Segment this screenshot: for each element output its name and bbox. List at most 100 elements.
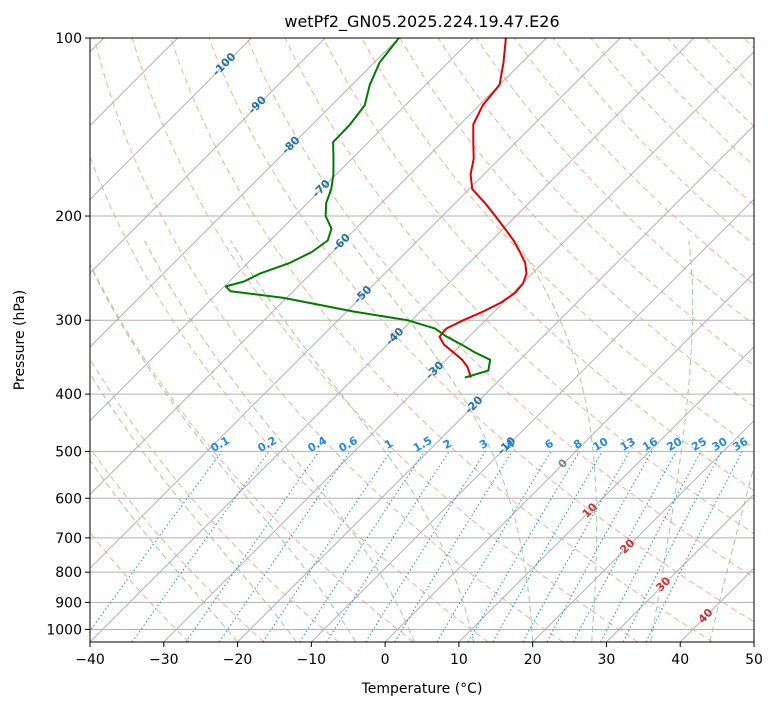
dry-adiabat bbox=[208, 38, 754, 623]
dry-adiabat bbox=[284, 38, 754, 535]
isotherm-line bbox=[753, 641, 754, 642]
x-tick-label: 10 bbox=[450, 652, 468, 668]
dry-adiabat bbox=[628, 38, 754, 167]
isotherm-label: -100 bbox=[210, 50, 239, 79]
isotherm-line bbox=[90, 38, 326, 274]
moist-adiabat bbox=[349, 240, 534, 642]
dry-adiabat bbox=[705, 38, 754, 89]
plot-frame bbox=[89, 37, 755, 643]
isotherm-line bbox=[90, 38, 695, 642]
isotherms bbox=[90, 38, 754, 642]
y-tick-label: 100 bbox=[55, 31, 82, 47]
dry-adiabat bbox=[322, 38, 754, 492]
dry-adiabat bbox=[552, 38, 754, 246]
mixing-ratio-line bbox=[365, 451, 486, 642]
x-tick-label: −30 bbox=[149, 652, 179, 668]
isotherm-line bbox=[679, 567, 754, 642]
dry-adiabat bbox=[743, 38, 754, 49]
dry-adiabat bbox=[90, 446, 265, 642]
moist-adiabat bbox=[90, 264, 357, 642]
mixing-ratio-line bbox=[546, 451, 653, 642]
y-tick-label: 600 bbox=[55, 491, 82, 507]
x-tick-label: 50 bbox=[745, 652, 763, 668]
dry-adiabat bbox=[514, 38, 754, 286]
mixing-ratio-line bbox=[262, 451, 392, 642]
isotherm-label: 40 bbox=[696, 606, 716, 626]
y-tick-label: 200 bbox=[55, 209, 82, 225]
moist-adiabat bbox=[90, 372, 297, 642]
mixing-ratio-line bbox=[218, 451, 351, 642]
x-tick-label: 30 bbox=[598, 652, 616, 668]
mixing-ratio-line bbox=[131, 451, 270, 642]
x-tick-label: −40 bbox=[75, 652, 105, 668]
y-tick-label: 800 bbox=[55, 565, 82, 581]
pressure-gridlines bbox=[90, 38, 754, 630]
isotherm-line bbox=[163, 51, 754, 642]
moist-adiabat bbox=[144, 240, 416, 642]
temperature-profile-line bbox=[438, 38, 528, 378]
x-tick-label: −10 bbox=[297, 652, 327, 668]
y-axis: 100 200 300 400 500 600 700 800 900 1000 bbox=[46, 31, 90, 638]
mixing-ratio-line bbox=[90, 451, 223, 632]
sounding-series bbox=[224, 38, 528, 379]
dewpoint-profile-line bbox=[224, 38, 492, 379]
y-tick-label: 700 bbox=[55, 531, 82, 547]
y-axis-title: Pressure (hPa) bbox=[12, 290, 28, 390]
moist-adiabat bbox=[650, 240, 694, 642]
x-tick-label: 20 bbox=[524, 652, 542, 668]
chart-title: wetPf2_GN05.2025.224.19.47.E26 bbox=[284, 12, 559, 32]
mixing-ratio-line bbox=[522, 451, 631, 642]
mixing-ratio-line bbox=[467, 451, 581, 642]
mixing-ratio-line bbox=[299, 451, 425, 642]
y-tick-label: 400 bbox=[55, 387, 82, 403]
isotherm-line bbox=[384, 272, 754, 642]
x-axis: −40 −30 −20 −10 0 10 20 30 40 50 bbox=[75, 642, 763, 668]
mixing-ratio-line bbox=[573, 451, 677, 642]
x-tick-label: −20 bbox=[223, 652, 253, 668]
mixing-ratio-label: 2 bbox=[441, 437, 454, 452]
y-tick-label: 900 bbox=[55, 595, 82, 611]
mixing-ratio-line bbox=[622, 451, 722, 642]
dry-adiabat bbox=[666, 38, 754, 128]
mixing-ratio-line bbox=[185, 451, 320, 642]
dry-adiabat bbox=[131, 38, 639, 642]
isotherm-line bbox=[90, 38, 252, 201]
dry-adiabat bbox=[90, 358, 339, 642]
dry-adiabat bbox=[93, 38, 564, 642]
x-tick-label: 40 bbox=[671, 652, 689, 668]
dry-adiabat bbox=[246, 38, 754, 578]
mixing-ratio-lines bbox=[90, 451, 743, 642]
x-axis-title: Temperature (°C) bbox=[361, 681, 483, 697]
dry-adiabat bbox=[437, 38, 754, 367]
isotherm-line bbox=[237, 124, 754, 642]
isotherm-line bbox=[90, 38, 474, 422]
dry-adiabats bbox=[90, 38, 754, 642]
x-tick-label: 0 bbox=[381, 652, 390, 668]
moist-adiabat bbox=[709, 464, 754, 642]
y-tick-label: 300 bbox=[55, 313, 82, 329]
y-tick-label: 500 bbox=[55, 444, 82, 460]
dry-adiabat bbox=[170, 38, 713, 642]
isotherm-line bbox=[90, 38, 621, 569]
plot-area: -100-90-80-70-60-50-40-30-20-10010203040… bbox=[90, 38, 754, 642]
isotherm-line bbox=[90, 38, 400, 348]
dry-adiabat bbox=[90, 155, 489, 642]
mixing-ratio-line bbox=[394, 451, 513, 642]
isotherm-line bbox=[532, 419, 754, 642]
isotherm-line bbox=[310, 198, 754, 642]
isotherm-label: -50 bbox=[351, 283, 374, 306]
isotherm-line bbox=[90, 38, 547, 496]
dry-adiabat bbox=[475, 38, 754, 326]
mixing-ratio-line bbox=[325, 451, 450, 642]
isotherm-line bbox=[458, 346, 754, 642]
moist-adiabat bbox=[230, 240, 475, 642]
mixing-ratio-label: 6 bbox=[543, 437, 556, 452]
isotherm-label: -90 bbox=[246, 93, 269, 116]
dry-adiabat bbox=[90, 262, 414, 642]
dry-adiabat bbox=[590, 38, 754, 206]
mixing-ratio-line bbox=[645, 451, 743, 642]
y-tick-label: 1000 bbox=[46, 622, 82, 638]
mixing-ratio-line bbox=[600, 451, 702, 642]
